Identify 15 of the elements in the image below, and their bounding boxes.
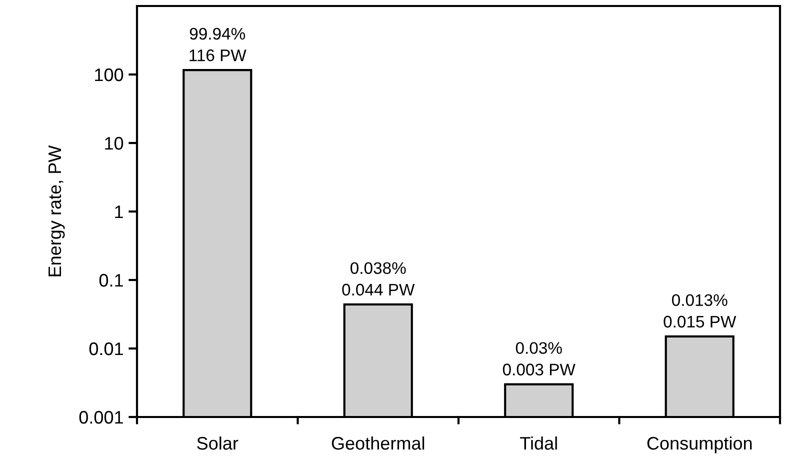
- x-tick-label: Tidal: [520, 436, 557, 450]
- y-tick-label: 0.001: [79, 410, 123, 424]
- y-axis-title: Energy rate, PW: [48, 145, 65, 276]
- x-tick-label: Geothermal: [332, 436, 424, 450]
- y-tick-label: 10: [105, 136, 124, 150]
- data-label: 0.038% 0.044 PW: [342, 262, 415, 296]
- y-tick-label: 0.01: [89, 342, 123, 356]
- data-label: 0.03% 0.003 PW: [502, 342, 576, 376]
- data-label: 99.94% 116 PW: [190, 28, 246, 62]
- y-tick-label: 100: [95, 68, 124, 82]
- x-tick-label: Consumption: [647, 436, 752, 454]
- y-tick-label: 0.1: [99, 274, 123, 287]
- data-label: 0.013% 0.015 PW: [664, 294, 736, 328]
- x-tick-label: Solar: [197, 436, 238, 450]
- y-tick-label: 1: [115, 206, 123, 218]
